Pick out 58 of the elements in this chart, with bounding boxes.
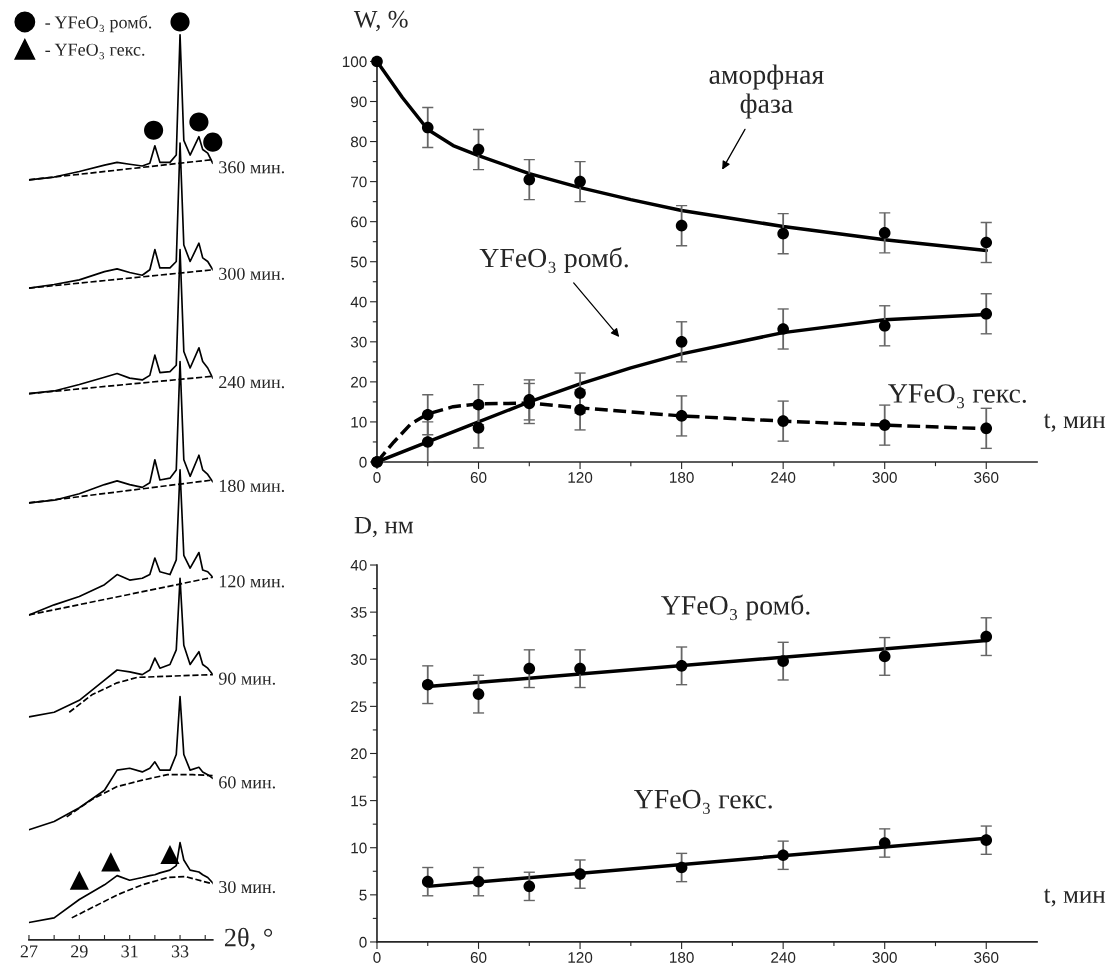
x-tick-label: 300 bbox=[872, 472, 897, 483]
series-label: 180 мин. bbox=[219, 479, 284, 492]
x-tick-label: 240 bbox=[771, 952, 796, 963]
annotation: аморфная фаза bbox=[709, 64, 824, 119]
x-tick-label: 120 bbox=[568, 472, 593, 483]
series-label: 30 мин. bbox=[219, 880, 275, 894]
y-tick-label: 20 bbox=[351, 748, 367, 760]
y-tick-label: 10 bbox=[351, 416, 367, 428]
y-axis-title: D, нм bbox=[354, 516, 414, 538]
x-tick-label: 300 bbox=[872, 952, 897, 963]
y-tick-label: 25 bbox=[351, 701, 367, 713]
x-tick-label: 180 bbox=[670, 472, 694, 483]
series-label: 240 мин. bbox=[219, 375, 284, 389]
x-tick-label: 240 bbox=[771, 472, 796, 483]
annotation: YFeO₃ ромб. bbox=[661, 594, 810, 621]
y-tick-label: 80 bbox=[350, 136, 367, 148]
x-axis-title: t, мин bbox=[1043, 413, 1106, 432]
series-label: 120 мин. bbox=[219, 575, 284, 588]
x-tick-label: 29 bbox=[71, 945, 88, 958]
x-tick-label: 360 bbox=[974, 952, 999, 963]
x-tick-label: 120 bbox=[568, 952, 593, 963]
y-tick-label: 20 bbox=[351, 376, 367, 388]
x-tick-label: 31 bbox=[121, 945, 138, 958]
y-tick-label: 70 bbox=[351, 176, 367, 188]
y-tick-label: 90 bbox=[350, 96, 367, 108]
y-tick-label: 10 bbox=[351, 842, 367, 854]
y-tick-label: 30 bbox=[350, 336, 367, 348]
annotation: YFeO₃ ромб. bbox=[479, 247, 628, 274]
x-tick-label: 0 bbox=[373, 952, 381, 963]
x-tick-label: 360 bbox=[974, 472, 999, 483]
y-tick-label: 40 bbox=[350, 559, 367, 571]
legend-label: - YFeO₃ гекс. bbox=[45, 43, 145, 60]
x-tick-label: 60 bbox=[470, 472, 487, 483]
annotation: YFeO₃ гекс. bbox=[888, 384, 1026, 409]
series-label: 300 мин. bbox=[219, 267, 284, 280]
y-tick-label: 0 bbox=[359, 936, 367, 948]
x-tick-label: 0 bbox=[373, 472, 381, 483]
x-tick-label: 33 bbox=[171, 945, 189, 958]
y-tick-label: 30 bbox=[350, 654, 367, 665]
y-tick-label: 15 bbox=[351, 795, 367, 807]
y-tick-label: 35 bbox=[350, 607, 367, 618]
y-tick-label: 100 bbox=[342, 56, 367, 68]
x-tick-label: 27 bbox=[20, 945, 38, 958]
y-tick-label: 5 bbox=[359, 889, 367, 901]
y-tick-label: 50 bbox=[350, 256, 367, 268]
series-label: 60 мин. bbox=[219, 776, 275, 789]
y-tick-label: 40 bbox=[350, 296, 367, 308]
annotation: YFeO₃ гекс. bbox=[634, 789, 772, 814]
x-axis-title: 2θ, ° bbox=[224, 927, 273, 951]
series-label: 360 мин. bbox=[219, 161, 284, 174]
y-tick-label: 60 bbox=[351, 216, 367, 228]
legend-label: - YFeO₃ ромб. bbox=[45, 15, 152, 33]
x-tick-label: 180 bbox=[670, 952, 694, 963]
y-axis-title: W, % bbox=[353, 10, 408, 32]
y-tick-label: 0 bbox=[359, 456, 367, 468]
x-tick-label: 60 bbox=[470, 952, 487, 963]
series-label: 90 мин. bbox=[218, 672, 275, 685]
x-axis-title: t, мин bbox=[1043, 888, 1106, 907]
